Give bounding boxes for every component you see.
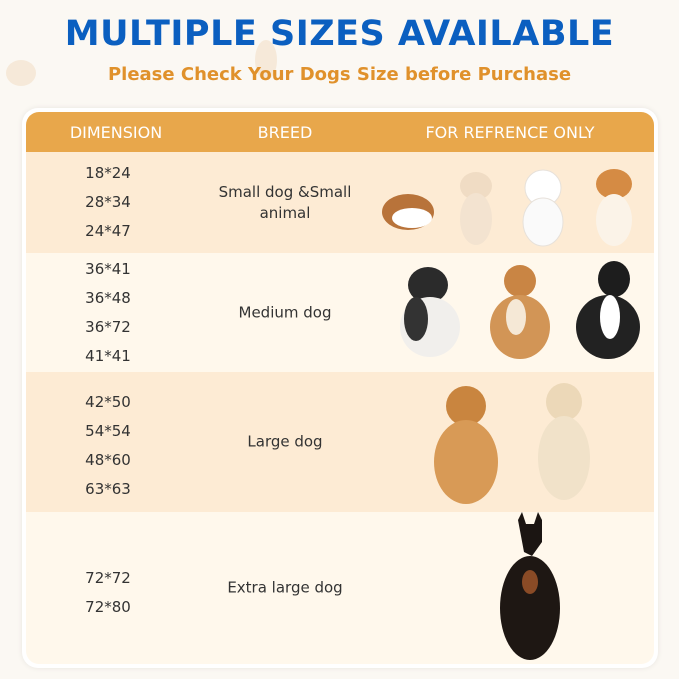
page-title: MULTIPLE SIZES AVAILABLE [64,14,615,54]
breed-label: Large dog [247,432,323,451]
dimension-value: 48*60 [85,451,131,469]
labrador-image [538,383,590,500]
column-header-dimension: DIMENSION [69,123,163,142]
dimension-value: 41*41 [85,347,131,365]
dimension-value: 36*41 [85,260,131,278]
shiba-inu-image [490,265,550,359]
dimension-value: 72*72 [85,569,131,587]
size-table: DIMENSION BREED FOR REFRENCE ONLY 18*24 … [22,108,658,668]
dimension-value: 36*48 [85,289,131,307]
golden-retriever-image [434,386,498,504]
dimension-value: 18*24 [85,164,131,182]
dimension-value: 24*47 [85,222,131,240]
page-subtitle: Please Check Your Dogs Size before Purch… [107,64,572,85]
dimension-value: 63*63 [85,480,131,498]
paw-decoration [6,60,36,86]
column-header-reference: FOR REFRENCE ONLY [425,123,595,142]
breed-label: Small dog &Small animal [218,182,352,222]
corgi-puppy-image [596,169,632,246]
dimension-value: 28*34 [85,193,131,211]
table-row-large: 42*50 54*54 48*60 63*63 Large dog [26,372,654,512]
bichon-frise-image [522,169,564,247]
breed-label: Extra large dog [227,578,343,597]
chihuahua-image [460,172,492,245]
doberman-image [500,512,560,660]
table-row-small: 18*24 28*34 24*47 Small dog &Small anima… [26,152,654,253]
guinea-pig-image [382,194,434,230]
dimension-value: 54*54 [85,422,131,440]
dimension-value: 36*72 [85,318,131,336]
breed-label: Medium dog [238,303,332,321]
paw-decoration [255,40,277,80]
border-collie-image [576,261,640,359]
dimension-value: 42*50 [85,393,131,411]
table-header: DIMENSION BREED FOR REFRENCE ONLY [26,112,654,152]
table-row-medium: 36*41 36*48 36*72 41*41 Medium dog [26,253,654,372]
column-header-breed: BREED [257,123,313,142]
french-bulldog-image [400,267,460,357]
dimension-value: 72*80 [85,598,131,616]
table-row-extra-large: 72*72 72*80 Extra large dog [26,512,654,664]
